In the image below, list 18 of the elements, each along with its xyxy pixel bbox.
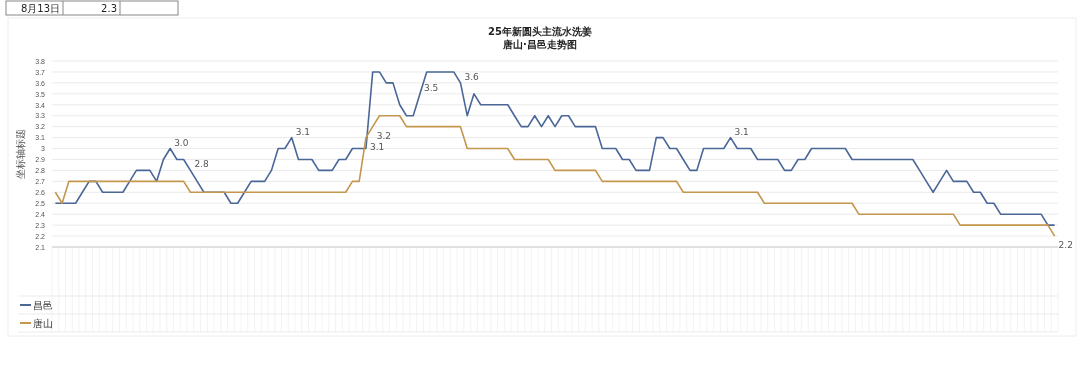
data-label: 3.1 (295, 126, 311, 137)
data-label: 2.8 (194, 159, 209, 170)
text: 2.3 (101, 3, 117, 14)
chart-subtitle: 唐山·昌邑走势图 (502, 39, 577, 50)
data-label: 3.5 (423, 82, 439, 93)
line-series (54, 71, 1056, 226)
legend-label: 昌邑 (33, 300, 53, 311)
legend-label: 唐山 (33, 318, 53, 329)
data-label: 3.1 (369, 141, 385, 152)
data-label: 3.6 (464, 71, 480, 82)
chart-title: 25年新圆头主流水洗姜 (488, 26, 592, 37)
line-series (54, 114, 1056, 237)
data-label: 2.2 (1058, 240, 1073, 251)
y-axis-title: 坐标轴标题 (15, 129, 26, 179)
data-label: 3.1 (734, 126, 749, 137)
data-label: 3.2 (376, 130, 392, 141)
data-label: 3.0 (174, 137, 189, 148)
text: 8月13日 (20, 3, 60, 14)
